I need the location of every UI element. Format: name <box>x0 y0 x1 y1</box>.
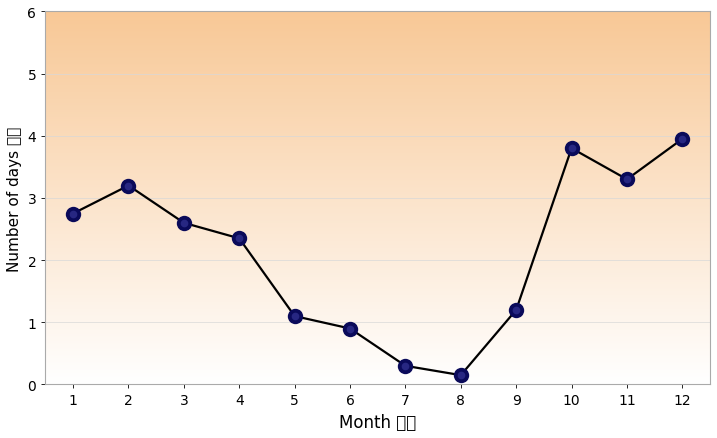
Point <box>677 136 688 143</box>
Y-axis label: Number of days 日數: Number of days 日數 <box>7 126 22 271</box>
Point <box>621 177 632 184</box>
Point <box>67 211 79 218</box>
Point <box>289 313 300 320</box>
Point <box>67 211 79 218</box>
X-axis label: Month 月份: Month 月份 <box>339 413 417 431</box>
Point <box>566 145 577 152</box>
Point <box>677 136 688 143</box>
Point <box>123 183 134 190</box>
Point <box>455 372 467 379</box>
Point <box>178 220 189 227</box>
Point <box>234 235 245 242</box>
Point <box>234 235 245 242</box>
Point <box>399 363 411 370</box>
Point <box>344 325 356 332</box>
Point <box>344 325 356 332</box>
Point <box>511 307 522 314</box>
Point <box>621 177 632 184</box>
Point <box>455 372 467 379</box>
Point <box>566 145 577 152</box>
Point <box>511 307 522 314</box>
Point <box>178 220 189 227</box>
Point <box>399 363 411 370</box>
Point <box>289 313 300 320</box>
Point <box>123 183 134 190</box>
